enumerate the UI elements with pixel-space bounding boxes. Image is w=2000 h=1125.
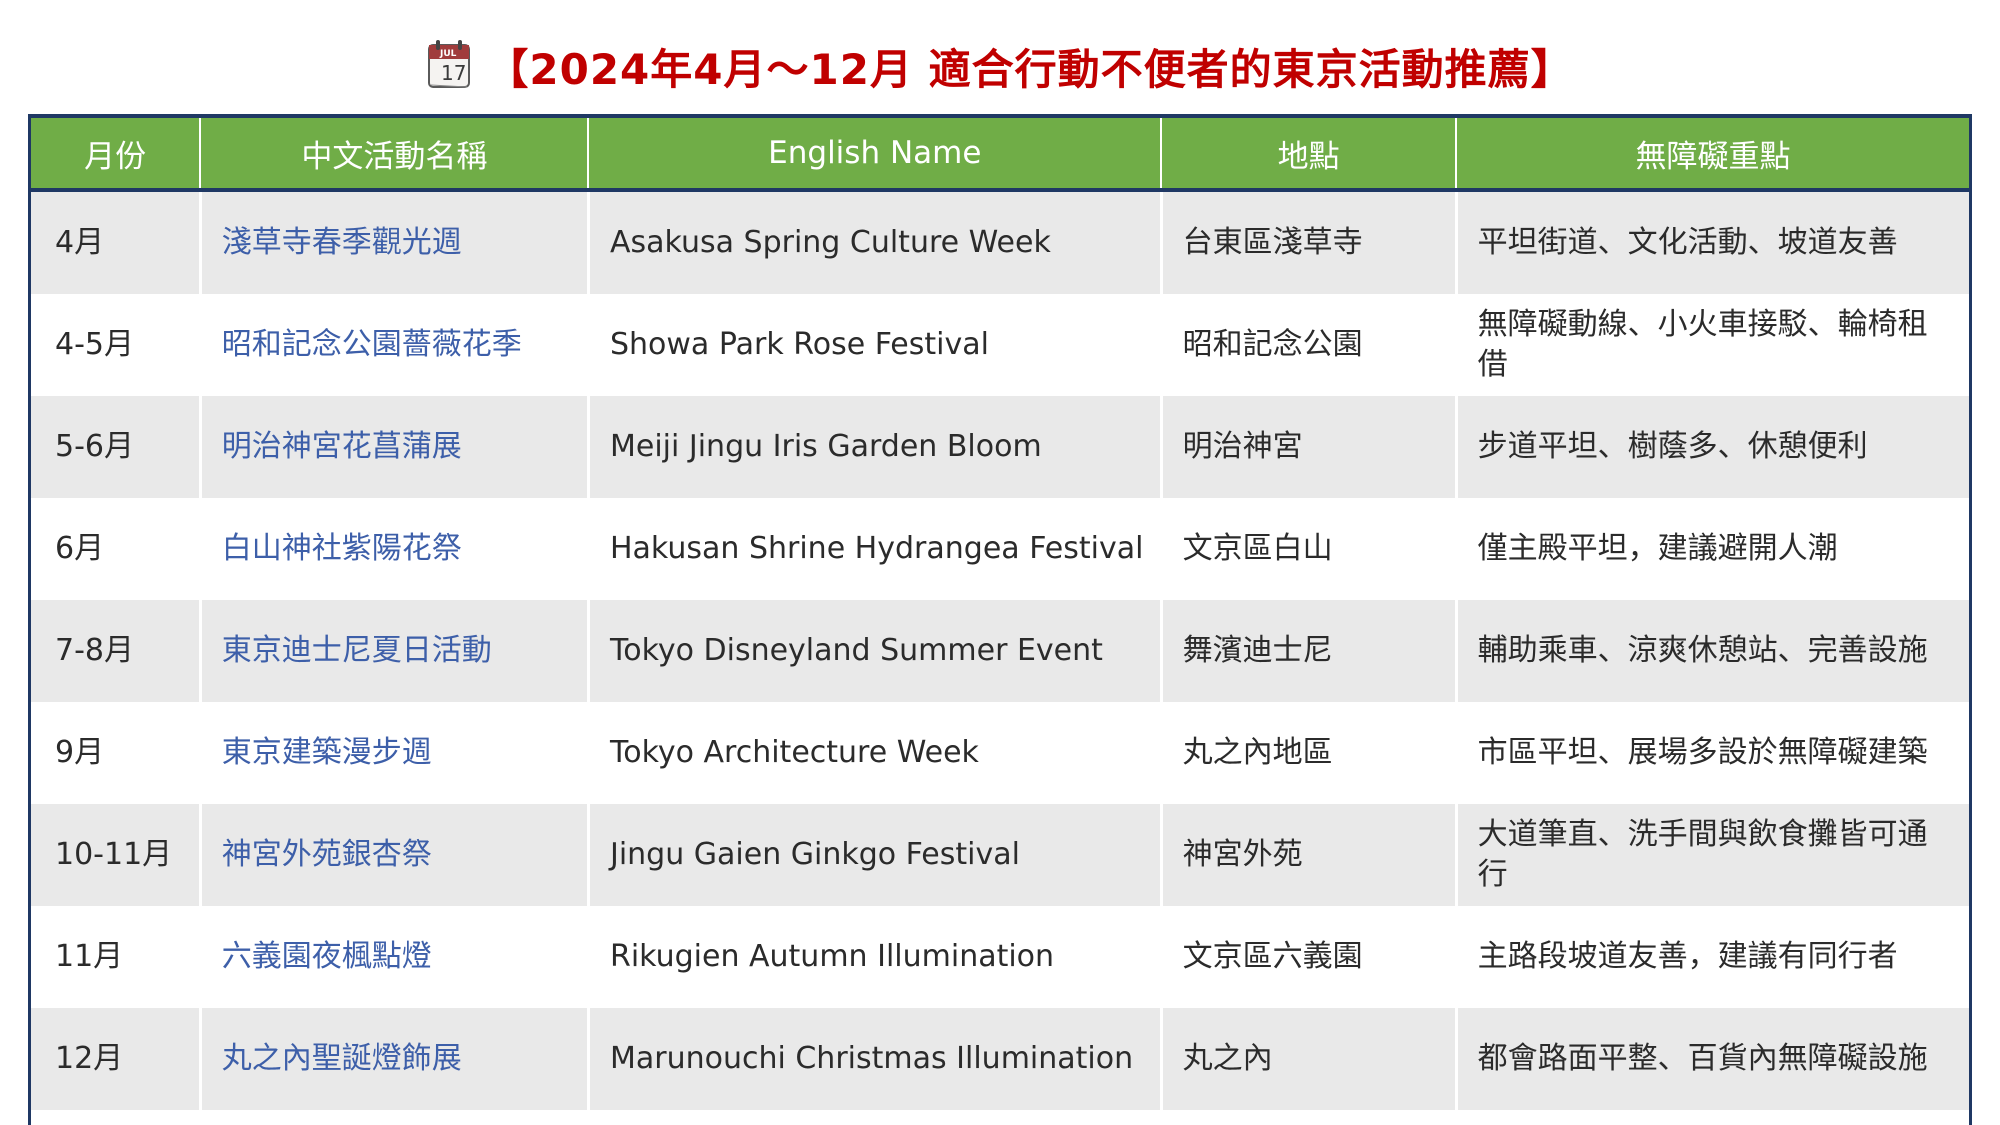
events-table: 月份 中文活動名稱 English Name 地點 無障礙重點 4月 淺草寺春季觀… — [28, 114, 1972, 1125]
cell-event-name-en: Tokyo Disneyland Summer Event — [586, 600, 1162, 702]
table-row: 4月 淺草寺春季觀光週 Asakusa Spring Culture Week 台東區… — [29, 190, 1971, 294]
cell-accessibility: 都會路面平整、百貨內無障礙設施 — [1454, 1008, 1971, 1110]
table-row: 9月 東京建築漫步週 Tokyo Architecture Week 丸之內地區 市區平… — [29, 702, 1971, 804]
svg-text:17: 17 — [441, 61, 466, 85]
cell-accessibility: 輔助乘車、涼爽休憩站、完善設施 — [1454, 600, 1971, 702]
cell-location: 明治神宮 — [1159, 396, 1457, 498]
svg-text:JUL: JUL — [439, 49, 457, 59]
cell-event-name-en: Rikugien Autumn Illumination — [586, 906, 1162, 1008]
cell-month: 6月 — [29, 498, 201, 600]
cell-location: 文京區白山 — [1159, 498, 1457, 600]
table-row: 12月 丸之內聖誕燈飾展 Marunouchi Christmas Illumina… — [29, 1008, 1971, 1110]
cell-event-name-en: Tokyo Architecture Week — [586, 702, 1162, 804]
cell-event-name-zh: 昭和記念公園薔薇花季 — [198, 294, 589, 396]
col-header-accessibility: 無障礙重點 — [1455, 116, 1971, 192]
cell-accessibility: 無障礙動線、小火車接駁、輪椅租借 — [1454, 294, 1971, 396]
col-header-month: 月份 — [29, 116, 201, 192]
cell-accessibility: 市區平坦、展場多設於無障礙建築 — [1454, 702, 1971, 804]
cell-month: 11月 — [29, 906, 201, 1008]
calendar-icon: JUL 17 — [426, 38, 472, 94]
table-row: 6月 白山神社紫陽花祭 Hakusan Shrine Hydrangea Festi… — [29, 498, 1971, 600]
table-body: 4月 淺草寺春季觀光週 Asakusa Spring Culture Week 台東區… — [29, 190, 1971, 1125]
cell-month: 4月 — [29, 190, 201, 294]
table-row: 12月東京巨蛋冬季嘉年華Tokyo Dome City Winter Festi… — [29, 1110, 1971, 1125]
table-row: 10-11月 神宮外苑銀杏祭 Jingu Gaien Ginkgo Festival… — [29, 804, 1971, 906]
col-header-name-en: English Name — [587, 116, 1162, 192]
table-row: 7-8月 東京迪士尼夏日活動 Tokyo Disneyland Summer Eve… — [29, 600, 1971, 702]
cell-location: 丸之內 — [1159, 1008, 1457, 1110]
cell-event-name-en: Marunouchi Christmas Illumination — [586, 1008, 1162, 1110]
cell-month: 12月 — [29, 1008, 201, 1110]
cell-event-name-zh: 明治神宮花菖蒲展 — [198, 396, 589, 498]
cell-location: 昭和記念公園 — [1159, 294, 1457, 396]
table-header: 月份 中文活動名稱 English Name 地點 無障礙重點 — [29, 116, 1971, 192]
cell-event-name-en: Hakusan Shrine Hydrangea Festival — [586, 498, 1162, 600]
cell-accessibility: 室內主場地、多功能洗手間完備 — [1454, 1110, 1971, 1125]
cell-location: 丸之內地區 — [1159, 702, 1457, 804]
table-row: 4-5月 昭和記念公園薔薇花季 Showa Park Rose Festival 昭和… — [29, 294, 1971, 396]
cell-accessibility: 平坦街道、文化活動、坡道友善 — [1454, 190, 1971, 294]
cell-event-name-zh: 東京巨蛋冬季嘉年華 — [198, 1110, 589, 1125]
events-table-wrap: 月份 中文活動名稱 English Name 地點 無障礙重點 4月 淺草寺春季觀… — [28, 114, 1972, 1125]
cell-month: 10-11月 — [29, 804, 201, 906]
cell-event-name-zh: 東京迪士尼夏日活動 — [198, 600, 589, 702]
table-row: 11月 六義園夜楓點燈 Rikugien Autumn Illumination 文京… — [29, 906, 1971, 1008]
cell-accessibility: 主路段坡道友善，建議有同行者 — [1454, 906, 1971, 1008]
cell-event-name-zh: 神宮外苑銀杏祭 — [198, 804, 589, 906]
cell-location: 舞濱迪士尼 — [1159, 600, 1457, 702]
cell-accessibility: 大道筆直、洗手間與飲食攤皆可通行 — [1454, 804, 1971, 906]
cell-event-name-en: Meiji Jingu Iris Garden Bloom — [586, 396, 1162, 498]
header-row: 月份 中文活動名稱 English Name 地點 無障礙重點 — [29, 116, 1971, 192]
title-bar: JUL 17 【2024年4月～12月 適合行動不便者的東京活動推薦】 — [0, 0, 2000, 106]
cell-accessibility: 僅主殿平坦，建議避開人潮 — [1454, 498, 1971, 600]
cell-event-name-zh: 白山神社紫陽花祭 — [198, 498, 589, 600]
cell-event-name-zh: 丸之內聖誕燈飾展 — [198, 1008, 589, 1110]
cell-event-name-zh: 淺草寺春季觀光週 — [198, 190, 589, 294]
col-header-name-zh: 中文活動名稱 — [199, 116, 589, 192]
cell-event-name-en: Jingu Gaien Ginkgo Festival — [586, 804, 1162, 906]
col-header-location: 地點 — [1160, 116, 1457, 192]
cell-event-name-en: Tokyo Dome City Winter Festival — [586, 1110, 1162, 1125]
cell-event-name-zh: 六義園夜楓點燈 — [198, 906, 589, 1008]
cell-location: 神宮外苑 — [1159, 804, 1457, 906]
cell-month: 5-6月 — [29, 396, 201, 498]
cell-location: 文京區六義園 — [1159, 906, 1457, 1008]
cell-month: 12月 — [29, 1110, 201, 1125]
cell-event-name-en: Showa Park Rose Festival — [586, 294, 1162, 396]
cell-accessibility: 步道平坦、樹蔭多、休憩便利 — [1454, 396, 1971, 498]
cell-month: 9月 — [29, 702, 201, 804]
cell-location: 東京巨蛋 — [1159, 1110, 1457, 1125]
cell-event-name-en: Asakusa Spring Culture Week — [586, 190, 1162, 294]
cell-event-name-zh: 東京建築漫步週 — [198, 702, 589, 804]
page-title: 【2024年4月～12月 適合行動不便者的東京活動推薦】 — [486, 44, 1574, 94]
cell-location: 台東區淺草寺 — [1159, 190, 1457, 294]
table-row: 5-6月 明治神宮花菖蒲展 Meiji Jingu Iris Garden Bloo… — [29, 396, 1971, 498]
cell-month: 4-5月 — [29, 294, 201, 396]
cell-month: 7-8月 — [29, 600, 201, 702]
